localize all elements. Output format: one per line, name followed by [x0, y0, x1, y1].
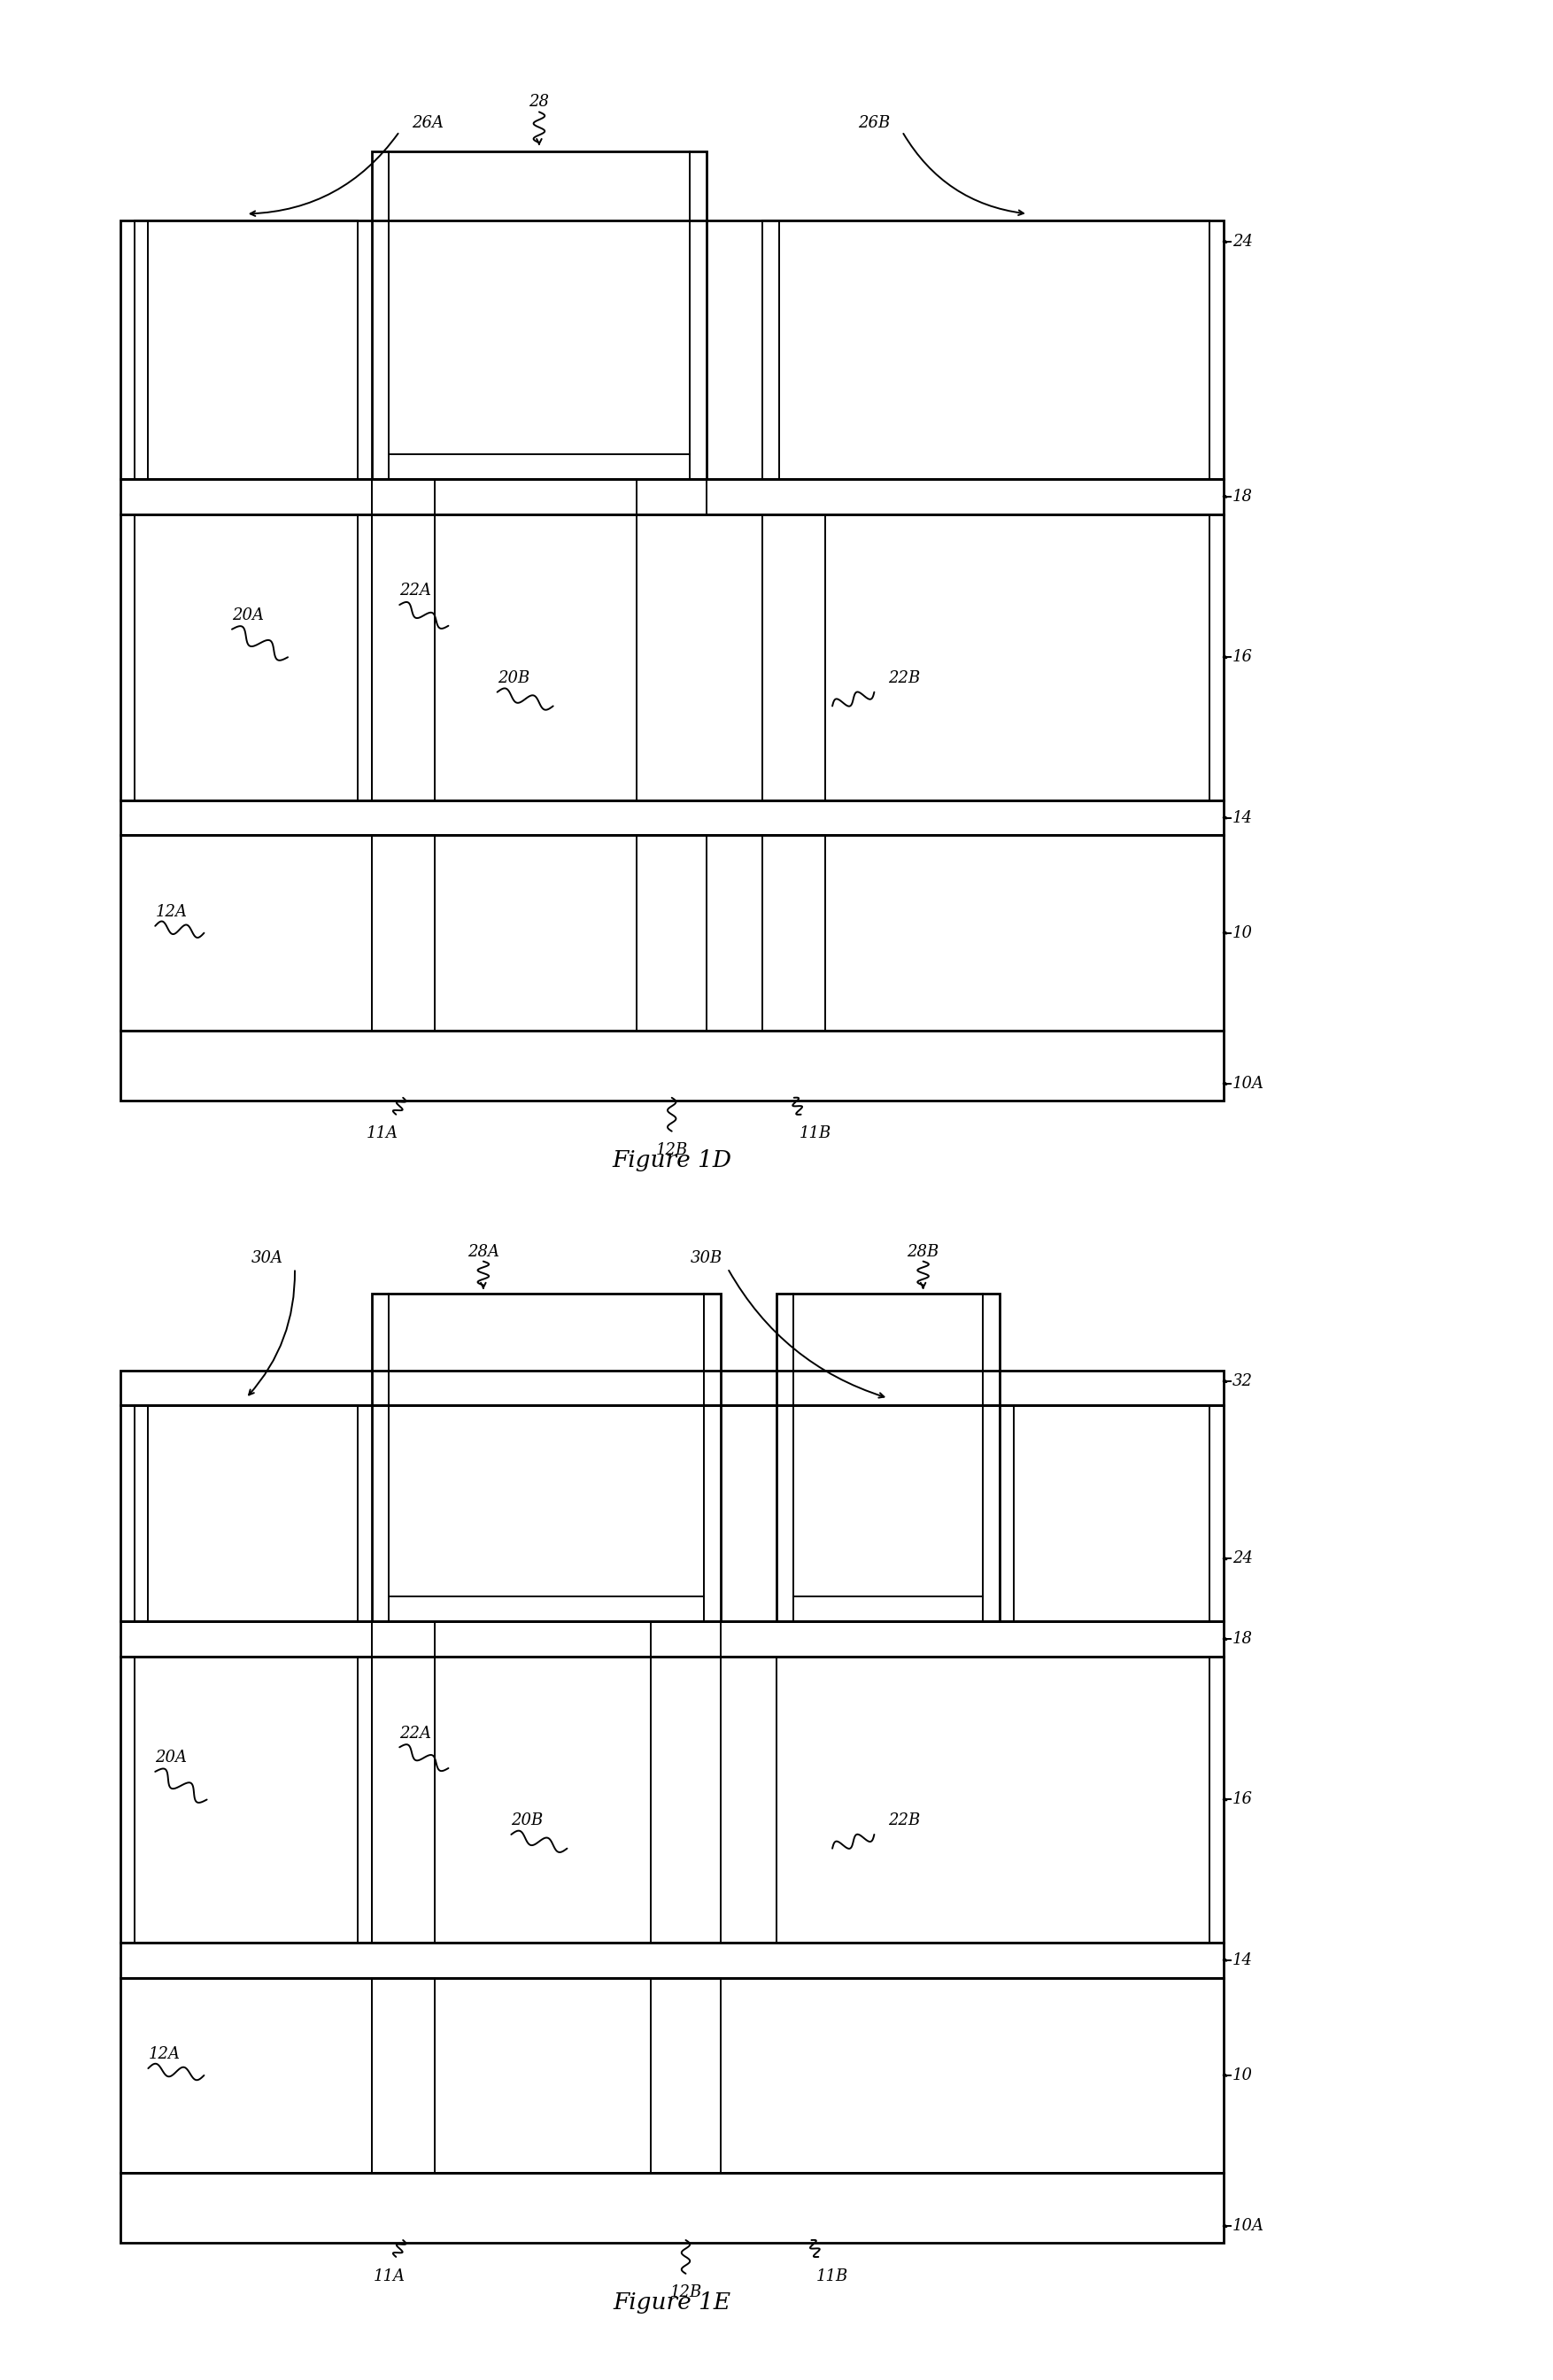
- Bar: [120, 1621, 1224, 1656]
- Bar: [120, 514, 1224, 800]
- Text: 11B: 11B: [798, 1126, 831, 1142]
- Text: 12A: 12A: [148, 2047, 180, 2063]
- Bar: [120, 1942, 1224, 1978]
- Bar: [371, 1656, 776, 1942]
- Bar: [371, 1292, 721, 1621]
- Bar: [120, 221, 1224, 478]
- Text: 28A: 28A: [467, 1245, 499, 1259]
- Text: 14: 14: [1233, 809, 1253, 826]
- Text: 26A: 26A: [412, 114, 443, 131]
- Text: Figure 1D: Figure 1D: [612, 1150, 731, 1171]
- Bar: [371, 835, 435, 1031]
- Bar: [120, 1371, 1224, 1404]
- Text: 12B: 12B: [655, 1142, 688, 1159]
- Bar: [651, 1978, 721, 2173]
- Text: 20B: 20B: [511, 1814, 544, 1828]
- Bar: [763, 835, 825, 1031]
- Text: 20B: 20B: [497, 671, 530, 685]
- Bar: [763, 221, 1210, 478]
- Text: 28B: 28B: [907, 1245, 940, 1259]
- Text: 30A: 30A: [252, 1250, 283, 1266]
- Text: 16: 16: [1233, 650, 1253, 664]
- Text: 22B: 22B: [888, 1814, 921, 1828]
- Text: 11A: 11A: [367, 1126, 398, 1142]
- Text: 11A: 11A: [373, 2268, 405, 2285]
- Bar: [371, 150, 707, 478]
- Text: 16: 16: [1233, 1792, 1253, 1806]
- Text: 10: 10: [1233, 926, 1253, 940]
- Bar: [120, 1031, 1224, 1100]
- Text: Figure 1E: Figure 1E: [613, 2292, 731, 2313]
- Text: 10A: 10A: [1233, 2218, 1264, 2235]
- Bar: [134, 514, 357, 800]
- Text: 24: 24: [1233, 1552, 1253, 1566]
- Bar: [120, 478, 1224, 514]
- Bar: [763, 514, 1210, 800]
- Text: 26B: 26B: [859, 114, 890, 131]
- Text: 18: 18: [1233, 1630, 1253, 1647]
- Bar: [120, 835, 1224, 1031]
- Bar: [134, 221, 357, 478]
- Bar: [371, 1978, 435, 2173]
- Bar: [120, 1978, 1224, 2173]
- Text: 20A: 20A: [231, 607, 264, 624]
- Bar: [1000, 1404, 1210, 1621]
- Bar: [637, 478, 707, 514]
- Text: 14: 14: [1233, 1952, 1253, 1968]
- Text: 11B: 11B: [817, 2268, 848, 2285]
- Text: 18: 18: [1233, 488, 1253, 505]
- Text: 10: 10: [1233, 2068, 1253, 2082]
- Bar: [120, 1656, 1224, 1942]
- Bar: [651, 1621, 721, 1656]
- Bar: [134, 1656, 357, 1942]
- Bar: [120, 2173, 1224, 2242]
- Bar: [371, 1621, 435, 1656]
- Text: 20A: 20A: [155, 1749, 186, 1766]
- Text: 22A: 22A: [399, 583, 432, 600]
- Text: 22B: 22B: [888, 671, 921, 685]
- Text: 32: 32: [1233, 1373, 1253, 1390]
- Bar: [776, 1656, 1210, 1942]
- Bar: [120, 800, 1224, 835]
- Text: 12A: 12A: [155, 904, 186, 921]
- Text: 30B: 30B: [691, 1250, 722, 1266]
- Text: 10A: 10A: [1233, 1076, 1264, 1092]
- Text: 28: 28: [530, 95, 550, 109]
- Bar: [776, 1292, 1000, 1621]
- Bar: [371, 514, 763, 800]
- Bar: [134, 1404, 357, 1621]
- Bar: [637, 835, 707, 1031]
- Bar: [120, 1404, 1224, 1621]
- Text: 22A: 22A: [399, 1726, 432, 1742]
- Text: 12B: 12B: [669, 2285, 702, 2301]
- Text: 24: 24: [1233, 233, 1253, 250]
- Bar: [371, 478, 435, 514]
